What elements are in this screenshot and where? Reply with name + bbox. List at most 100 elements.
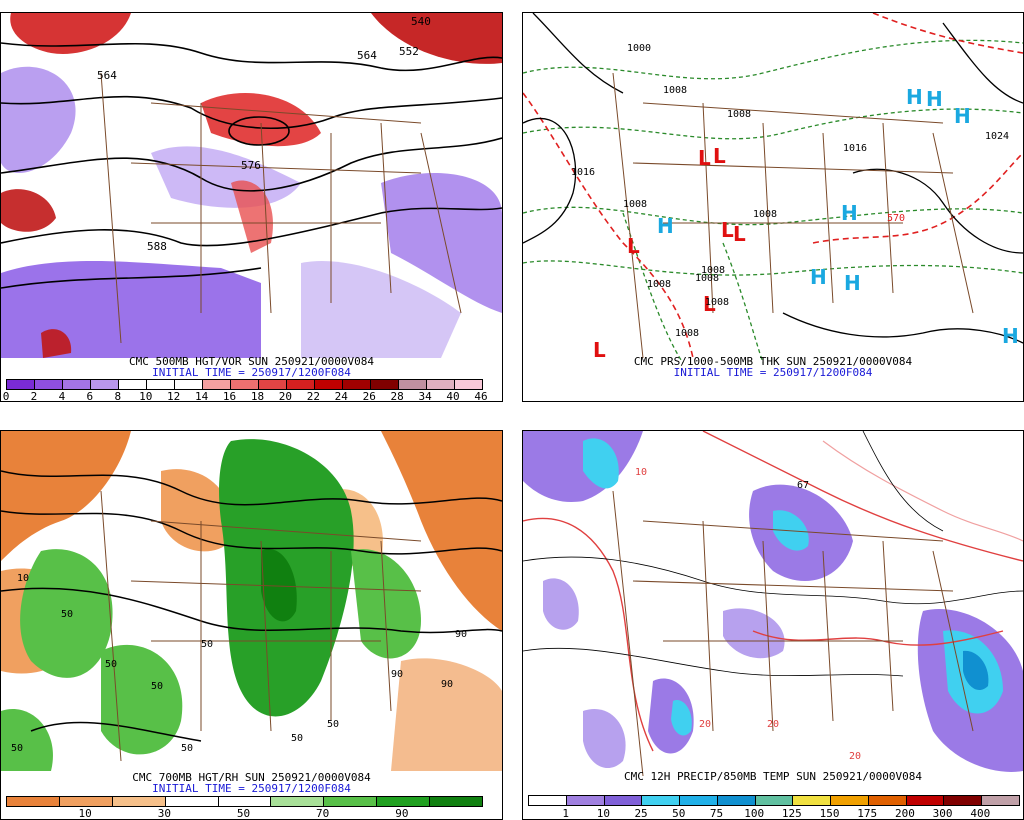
colorbar-tick-label: 175 [857, 807, 878, 820]
colorbar-swatch [315, 380, 343, 389]
colorbar-tick-label: 6 [86, 390, 94, 402]
contour-label: 576 [241, 159, 261, 172]
colorbar-swatch [680, 796, 718, 805]
colorbar-swatch [642, 796, 681, 805]
contour-label: 564 [97, 69, 117, 82]
high-pressure-marker: H [1002, 324, 1019, 348]
colorbar-swatch [944, 796, 983, 805]
panel-500mb-vorticity: 564 576 588 564 552 540 CMC 500MB HGT/VO… [0, 12, 503, 402]
high-pressure-marker: H [926, 87, 943, 111]
colorbar-tick-label: 2 [30, 390, 38, 402]
panel-title: CMC 12H PRECIP/850MB TEMP SUN 250921/000… [623, 770, 922, 783]
colorbar-tick-label: 22 [306, 390, 320, 402]
colorbar-tick-label: 125 [781, 807, 802, 820]
colorbar-swatch [793, 796, 832, 805]
colorbar-swatch [430, 797, 483, 806]
colorbar-tick-label: 12 [167, 390, 181, 402]
colorbar-tick-label: 75 [709, 807, 724, 820]
colorbar-swatch [91, 380, 119, 389]
colorbar-swatch [377, 797, 431, 806]
contour-label: 540 [411, 15, 431, 28]
colorbar-swatch [371, 380, 399, 389]
panel-title: CMC PRS/1000-500MB THK SUN 250921/0000V0… [633, 355, 913, 368]
pressure-map: H H H H H H H H L L L L L L L 1000 1008 … [523, 13, 1023, 373]
colorbar-swatch [343, 380, 371, 389]
colorbar-swatch [831, 796, 869, 805]
isobar-label: 1008 [705, 297, 729, 308]
low-pressure-marker: L [721, 218, 734, 242]
colorbar-swatch [259, 380, 287, 389]
colorbar-swatch [604, 796, 643, 805]
colorbar-tick-label: 8 [114, 390, 122, 402]
colorbar-swatch [175, 380, 203, 389]
colorbar-swatch [165, 797, 219, 806]
colorbar-swatch [112, 797, 166, 806]
panel-precip-850-temp: 20 20 20 10 67 CMC 12H PRECIP/850MB TEMP… [522, 430, 1024, 820]
vorticity-map: 564 576 588 564 552 540 [1, 13, 502, 358]
isobar-label: 1000 [627, 43, 651, 54]
contour-label: 552 [399, 45, 419, 58]
colorbar-tick-label: 4 [58, 390, 66, 402]
isobar-label: 1008 [695, 273, 719, 284]
colorbar-swatch [7, 380, 35, 389]
panel-mslp-thickness: H H H H H H H H L L L L L L L 1000 1008 … [522, 12, 1024, 402]
colorbar [6, 796, 483, 807]
initial-time: INITIAL TIME = 250917/1200F084 [152, 366, 351, 379]
panel-title: CMC 500MB HGT/VOR SUN 250921/0000V084 [128, 355, 375, 368]
isobar-label: 1008 [753, 209, 777, 220]
temp-label: 20 [849, 751, 861, 762]
colorbar-swatch [287, 380, 315, 389]
colorbar-swatch [218, 797, 272, 806]
temp-label: 20 [699, 719, 711, 730]
isobar-label: 1008 [675, 328, 699, 339]
high-pressure-marker: H [810, 265, 827, 289]
high-pressure-marker: H [906, 85, 923, 109]
colorbar-tick-label: 14 [194, 390, 209, 402]
rh-label: 50 [201, 639, 213, 650]
colorbar-swatch [717, 796, 756, 805]
colorbar-tick-label: 25 [634, 807, 648, 820]
initial-time: INITIAL TIME = 250917/1200F084 [152, 782, 351, 795]
initial-time: INITIAL TIME = 250917/1200F084 [673, 366, 873, 379]
colorbar-swatch [147, 380, 175, 389]
rh-label: 50 [151, 681, 163, 692]
rh-label: 10 [17, 573, 29, 584]
colorbar-tick-label: 16 [222, 390, 237, 402]
panel-700mb-rh: 50 50 50 90 90 10 50 90 50 50 50 50 CMC … [0, 430, 503, 820]
colorbar-swatch [119, 380, 147, 389]
temp-label: 10 [635, 467, 647, 478]
colorbar-swatch [35, 380, 63, 389]
colorbar-swatch [566, 796, 605, 805]
low-pressure-marker: L [698, 146, 711, 170]
high-pressure-marker: H [657, 214, 674, 238]
rh-label: 50 [105, 659, 117, 670]
rh-label: 90 [441, 679, 453, 690]
colorbar-swatch [324, 797, 378, 806]
colorbar-tick-label: 100 [744, 807, 765, 820]
colorbar-ticks: 10 30 50 70 90 [6, 807, 481, 819]
colorbar-swatch [427, 380, 455, 389]
isobar-label: 1008 [663, 85, 687, 96]
colorbar-tick-label: 1 [562, 807, 569, 820]
colorbar-tick-label: 28 [390, 390, 404, 402]
colorbar-swatch [455, 380, 482, 389]
rh-label: 50 [181, 743, 193, 754]
precipitation-map: 20 20 20 10 67 [523, 431, 1023, 781]
colorbar-swatch [7, 797, 60, 806]
colorbar [528, 795, 1020, 806]
isobar-label: 1024 [985, 131, 1009, 142]
isobar-label: 1008 [623, 199, 647, 210]
colorbar-tick-label: 40 [446, 390, 460, 402]
colorbar [6, 379, 483, 390]
colorbar-tick-label: 10 [596, 807, 610, 820]
low-pressure-marker: L [593, 338, 606, 362]
thickness-label: 570 [887, 213, 905, 224]
colorbar-swatch [271, 797, 325, 806]
colorbar-swatch [906, 796, 945, 805]
isobar-label: 1016 [843, 143, 867, 154]
colorbar-ticks: 1 10 25 50 75 100 125 150 175 200 300 400 [528, 807, 1018, 820]
colorbar-swatch [63, 380, 91, 389]
colorbar-swatch [529, 796, 567, 805]
rh-label: 50 [291, 733, 303, 744]
contour-label: 564 [357, 49, 377, 62]
